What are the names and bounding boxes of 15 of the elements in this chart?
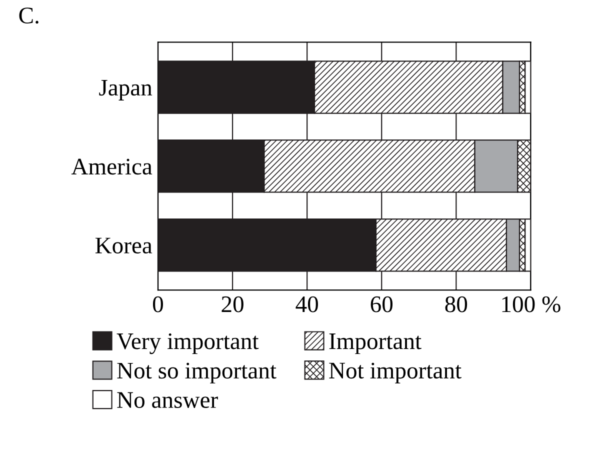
legend-label: Not so important	[117, 362, 276, 384]
x-tick-label: 60	[370, 296, 393, 312]
x-tick-label: 100 %	[502, 296, 560, 312]
x-tick-label: 40	[296, 296, 318, 312]
legend-label: Not important	[329, 362, 462, 384]
x-tick-label: 80	[445, 296, 468, 312]
x-tick-label: 0	[152, 296, 163, 312]
x-tick-label: 20	[222, 296, 244, 312]
legend-label: No answer	[117, 392, 218, 408]
legend-label: Important	[329, 334, 422, 354]
y-tick-label: Japan	[99, 80, 152, 100]
chart-title: C.	[19, 8, 38, 24]
y-tick-label: America	[71, 158, 152, 175]
y-tick-label: Korea	[95, 238, 152, 254]
legend-label: Very important	[116, 333, 259, 354]
